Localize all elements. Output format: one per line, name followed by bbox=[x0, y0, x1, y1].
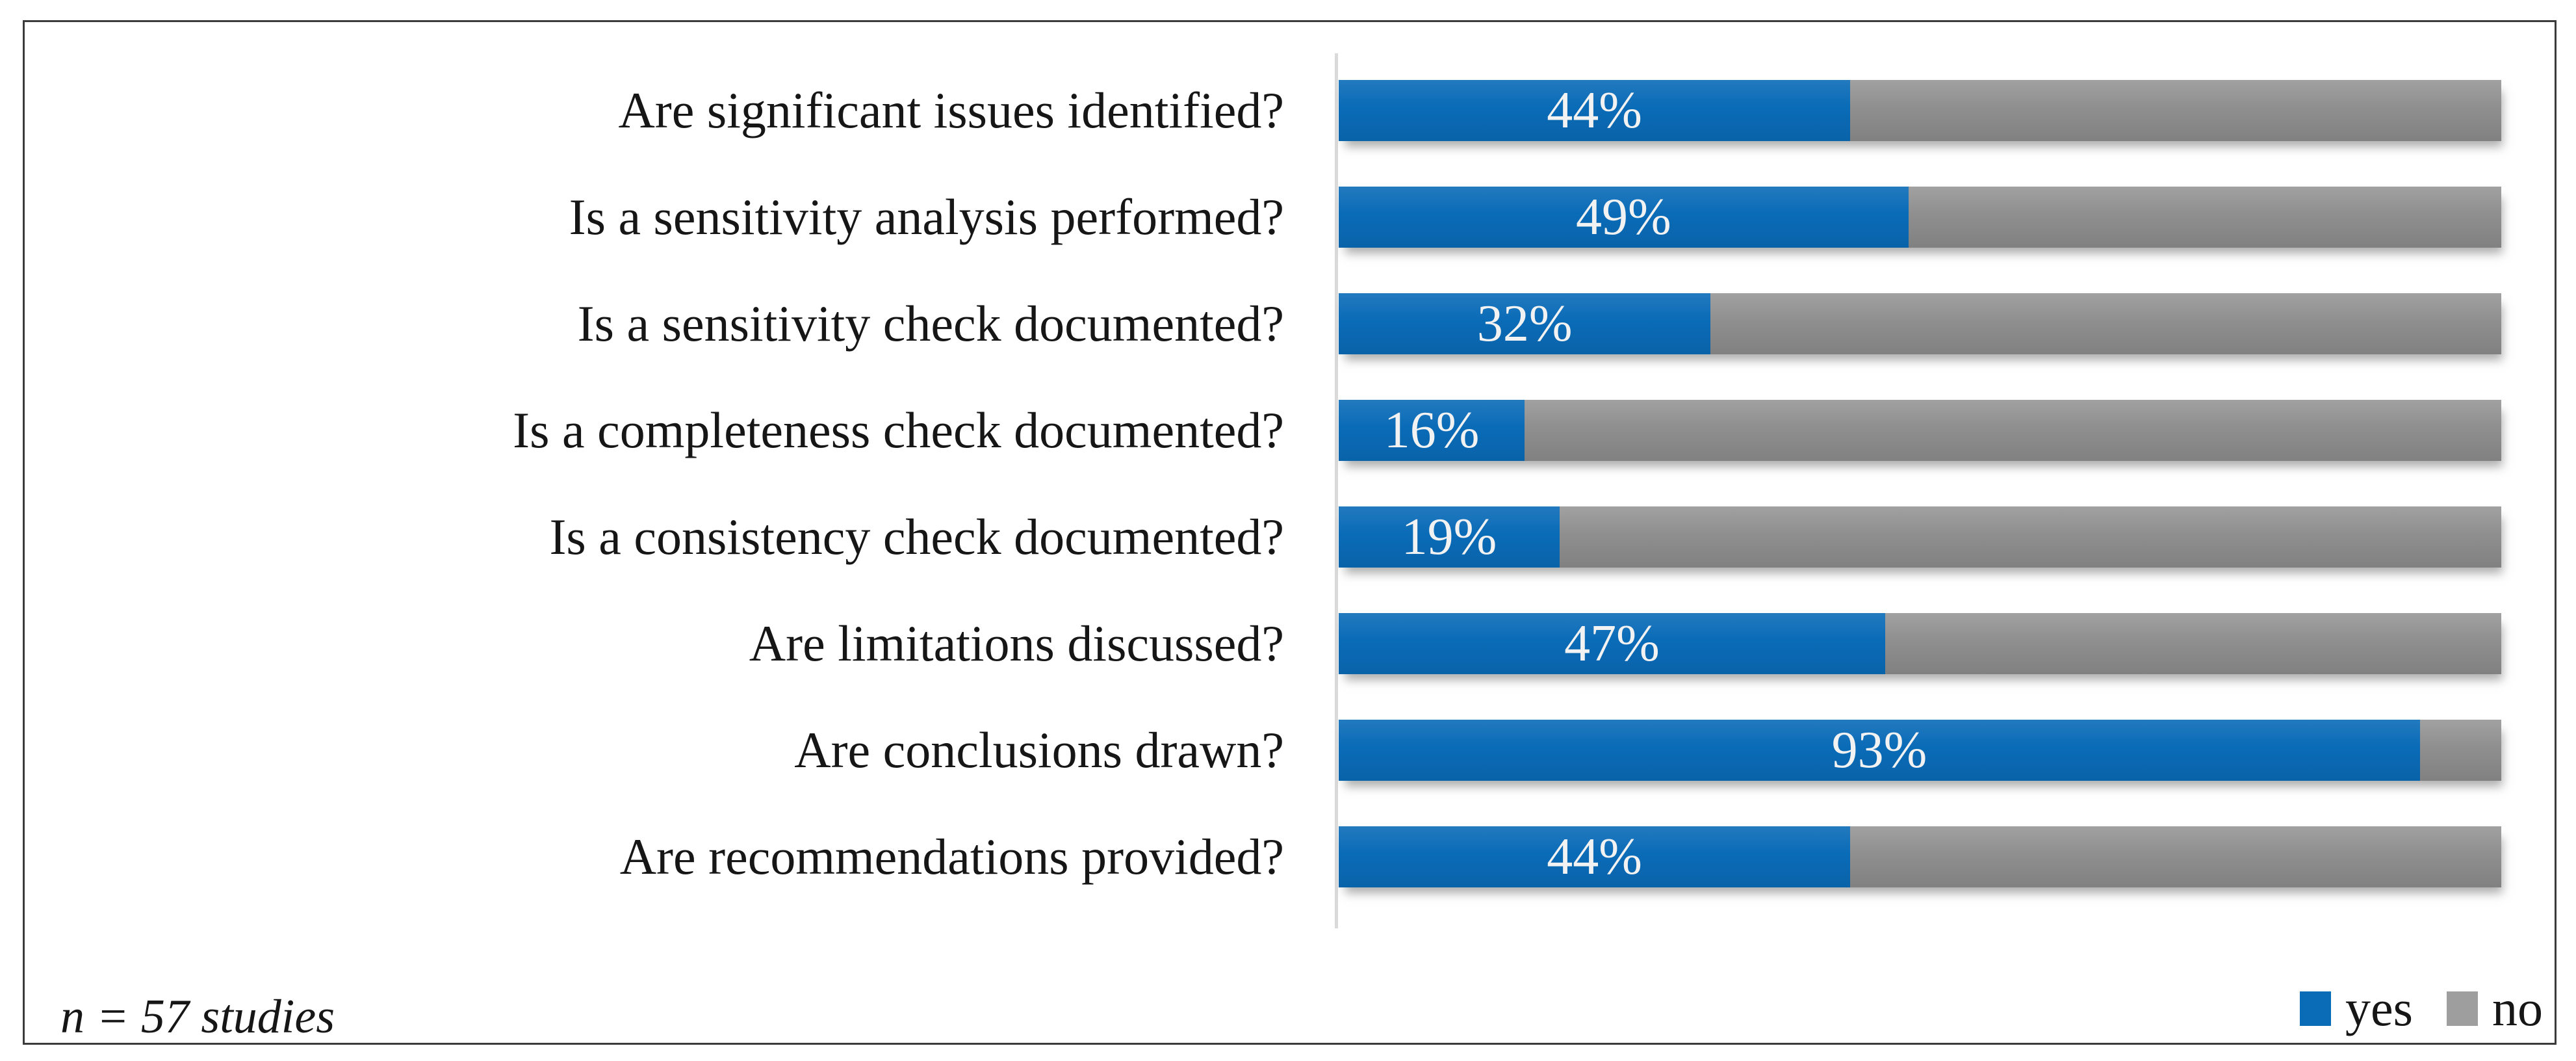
bar-segment-yes: 16% bbox=[1339, 400, 1525, 461]
chart-frame: Are significant issues identified? 44% Is … bbox=[23, 20, 2557, 1045]
legend: yes no bbox=[2300, 979, 2543, 1038]
bar-segment-yes: 93% bbox=[1339, 720, 2420, 781]
bar-track-no: 19% bbox=[1339, 506, 2501, 568]
bar-value-label: 93% bbox=[1831, 721, 1927, 779]
bar-track-no: 49% bbox=[1339, 187, 2501, 248]
bar-track-no: 44% bbox=[1339, 826, 2501, 887]
legend-item-yes: yes bbox=[2300, 979, 2413, 1038]
bar-segment-yes: 44% bbox=[1339, 80, 1851, 141]
bar-row: Is a sensitivity analysis performed? 49% bbox=[25, 164, 2555, 270]
category-label: Is a sensitivity check documented? bbox=[577, 295, 1284, 352]
bar-segment-yes: 47% bbox=[1339, 613, 1885, 674]
bar-track-no: 47% bbox=[1339, 613, 2501, 674]
bar-track-no: 44% bbox=[1339, 80, 2501, 141]
bar-row: Are significant issues identified? 44% bbox=[25, 57, 2555, 164]
bar-track-no: 16% bbox=[1339, 400, 2501, 461]
legend-label: yes bbox=[2345, 980, 2413, 1036]
bar-row: Is a consistency check documented? 19% bbox=[25, 484, 2555, 590]
bar-row: Are conclusions drawn? 93% bbox=[25, 697, 2555, 804]
sample-size-note: n = 57 studies bbox=[60, 990, 335, 1043]
bar-row: Is a completeness check documented? 16% bbox=[25, 377, 2555, 484]
legend-swatch-no bbox=[2447, 991, 2478, 1026]
axis-line bbox=[1335, 53, 1338, 928]
category-label: Are significant issues identified? bbox=[618, 82, 1284, 139]
category-label: Is a completeness check documented? bbox=[513, 402, 1284, 459]
bar-track-no: 93% bbox=[1339, 720, 2501, 781]
bar-value-label: 19% bbox=[1401, 508, 1497, 566]
bar-value-label: 44% bbox=[1547, 828, 1642, 885]
bar-row: Are recommendations provided? 44% bbox=[25, 804, 2555, 910]
legend-swatch-yes bbox=[2300, 991, 2332, 1026]
bar-segment-yes: 44% bbox=[1339, 826, 1851, 887]
bar-segment-yes: 19% bbox=[1339, 506, 1560, 568]
bar-segment-yes: 49% bbox=[1339, 187, 1909, 248]
bar-value-label: 49% bbox=[1575, 188, 1671, 246]
bar-row: Is a sensitivity check documented? 32% bbox=[25, 270, 2555, 377]
category-label: Is a consistency check documented? bbox=[549, 508, 1284, 566]
bar-value-label: 32% bbox=[1476, 295, 1573, 352]
bar-value-label: 47% bbox=[1564, 614, 1660, 672]
category-label: Are conclusions drawn? bbox=[794, 722, 1284, 779]
legend-label: no bbox=[2492, 980, 2543, 1036]
category-label: Is a sensitivity analysis performed? bbox=[569, 189, 1284, 246]
bar-chart: Are significant issues identified? 44% Is … bbox=[25, 57, 2555, 910]
category-label: Are recommendations provided? bbox=[619, 828, 1284, 885]
bar-track-no: 32% bbox=[1339, 293, 2501, 354]
category-label: Are limitations discussed? bbox=[749, 615, 1284, 672]
bar-value-label: 44% bbox=[1547, 81, 1642, 139]
legend-item-no: no bbox=[2447, 979, 2543, 1038]
bar-row: Are limitations discussed? 47% bbox=[25, 590, 2555, 697]
bar-value-label: 16% bbox=[1384, 401, 1480, 459]
bar-segment-yes: 32% bbox=[1339, 293, 1711, 354]
